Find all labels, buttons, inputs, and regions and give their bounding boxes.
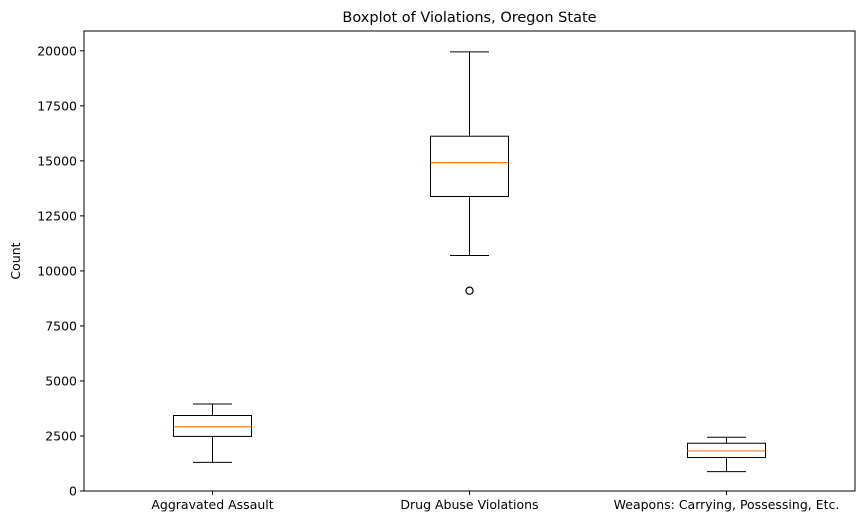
y-tick-label: 10000: [37, 263, 77, 278]
y-tick-label: 15000: [37, 153, 77, 168]
iqr-box: [173, 415, 252, 437]
y-tick-label: 7500: [45, 318, 77, 333]
tick-marks: 0 2500 5000 7500 10000 12500 15000 17500 20000 Ag…: [37, 43, 839, 512]
box-group: [173, 403, 252, 463]
box-group: [430, 51, 509, 295]
boxes: [173, 51, 766, 473]
y-tick-label: 20000: [37, 43, 77, 58]
x-tick-label: Drug Abuse Violations: [400, 497, 538, 512]
box-group: [687, 436, 766, 473]
y-tick-label: 2500: [45, 428, 77, 443]
outlier-point: [465, 286, 474, 295]
y-axis-label: Count: [8, 242, 23, 279]
y-tick-label: 12500: [37, 208, 77, 223]
y-tick-label: 0: [69, 484, 77, 499]
x-tick-label: Aggravated Assault: [151, 497, 273, 512]
y-tick-label: 17500: [37, 98, 77, 113]
x-tick-label: Weapons: Carrying, Possessing, Etc.: [614, 497, 840, 512]
y-tick-label: 5000: [45, 373, 77, 388]
iqr-box: [430, 135, 509, 198]
chart-title: Boxplot of Violations, Oregon State: [342, 10, 596, 26]
